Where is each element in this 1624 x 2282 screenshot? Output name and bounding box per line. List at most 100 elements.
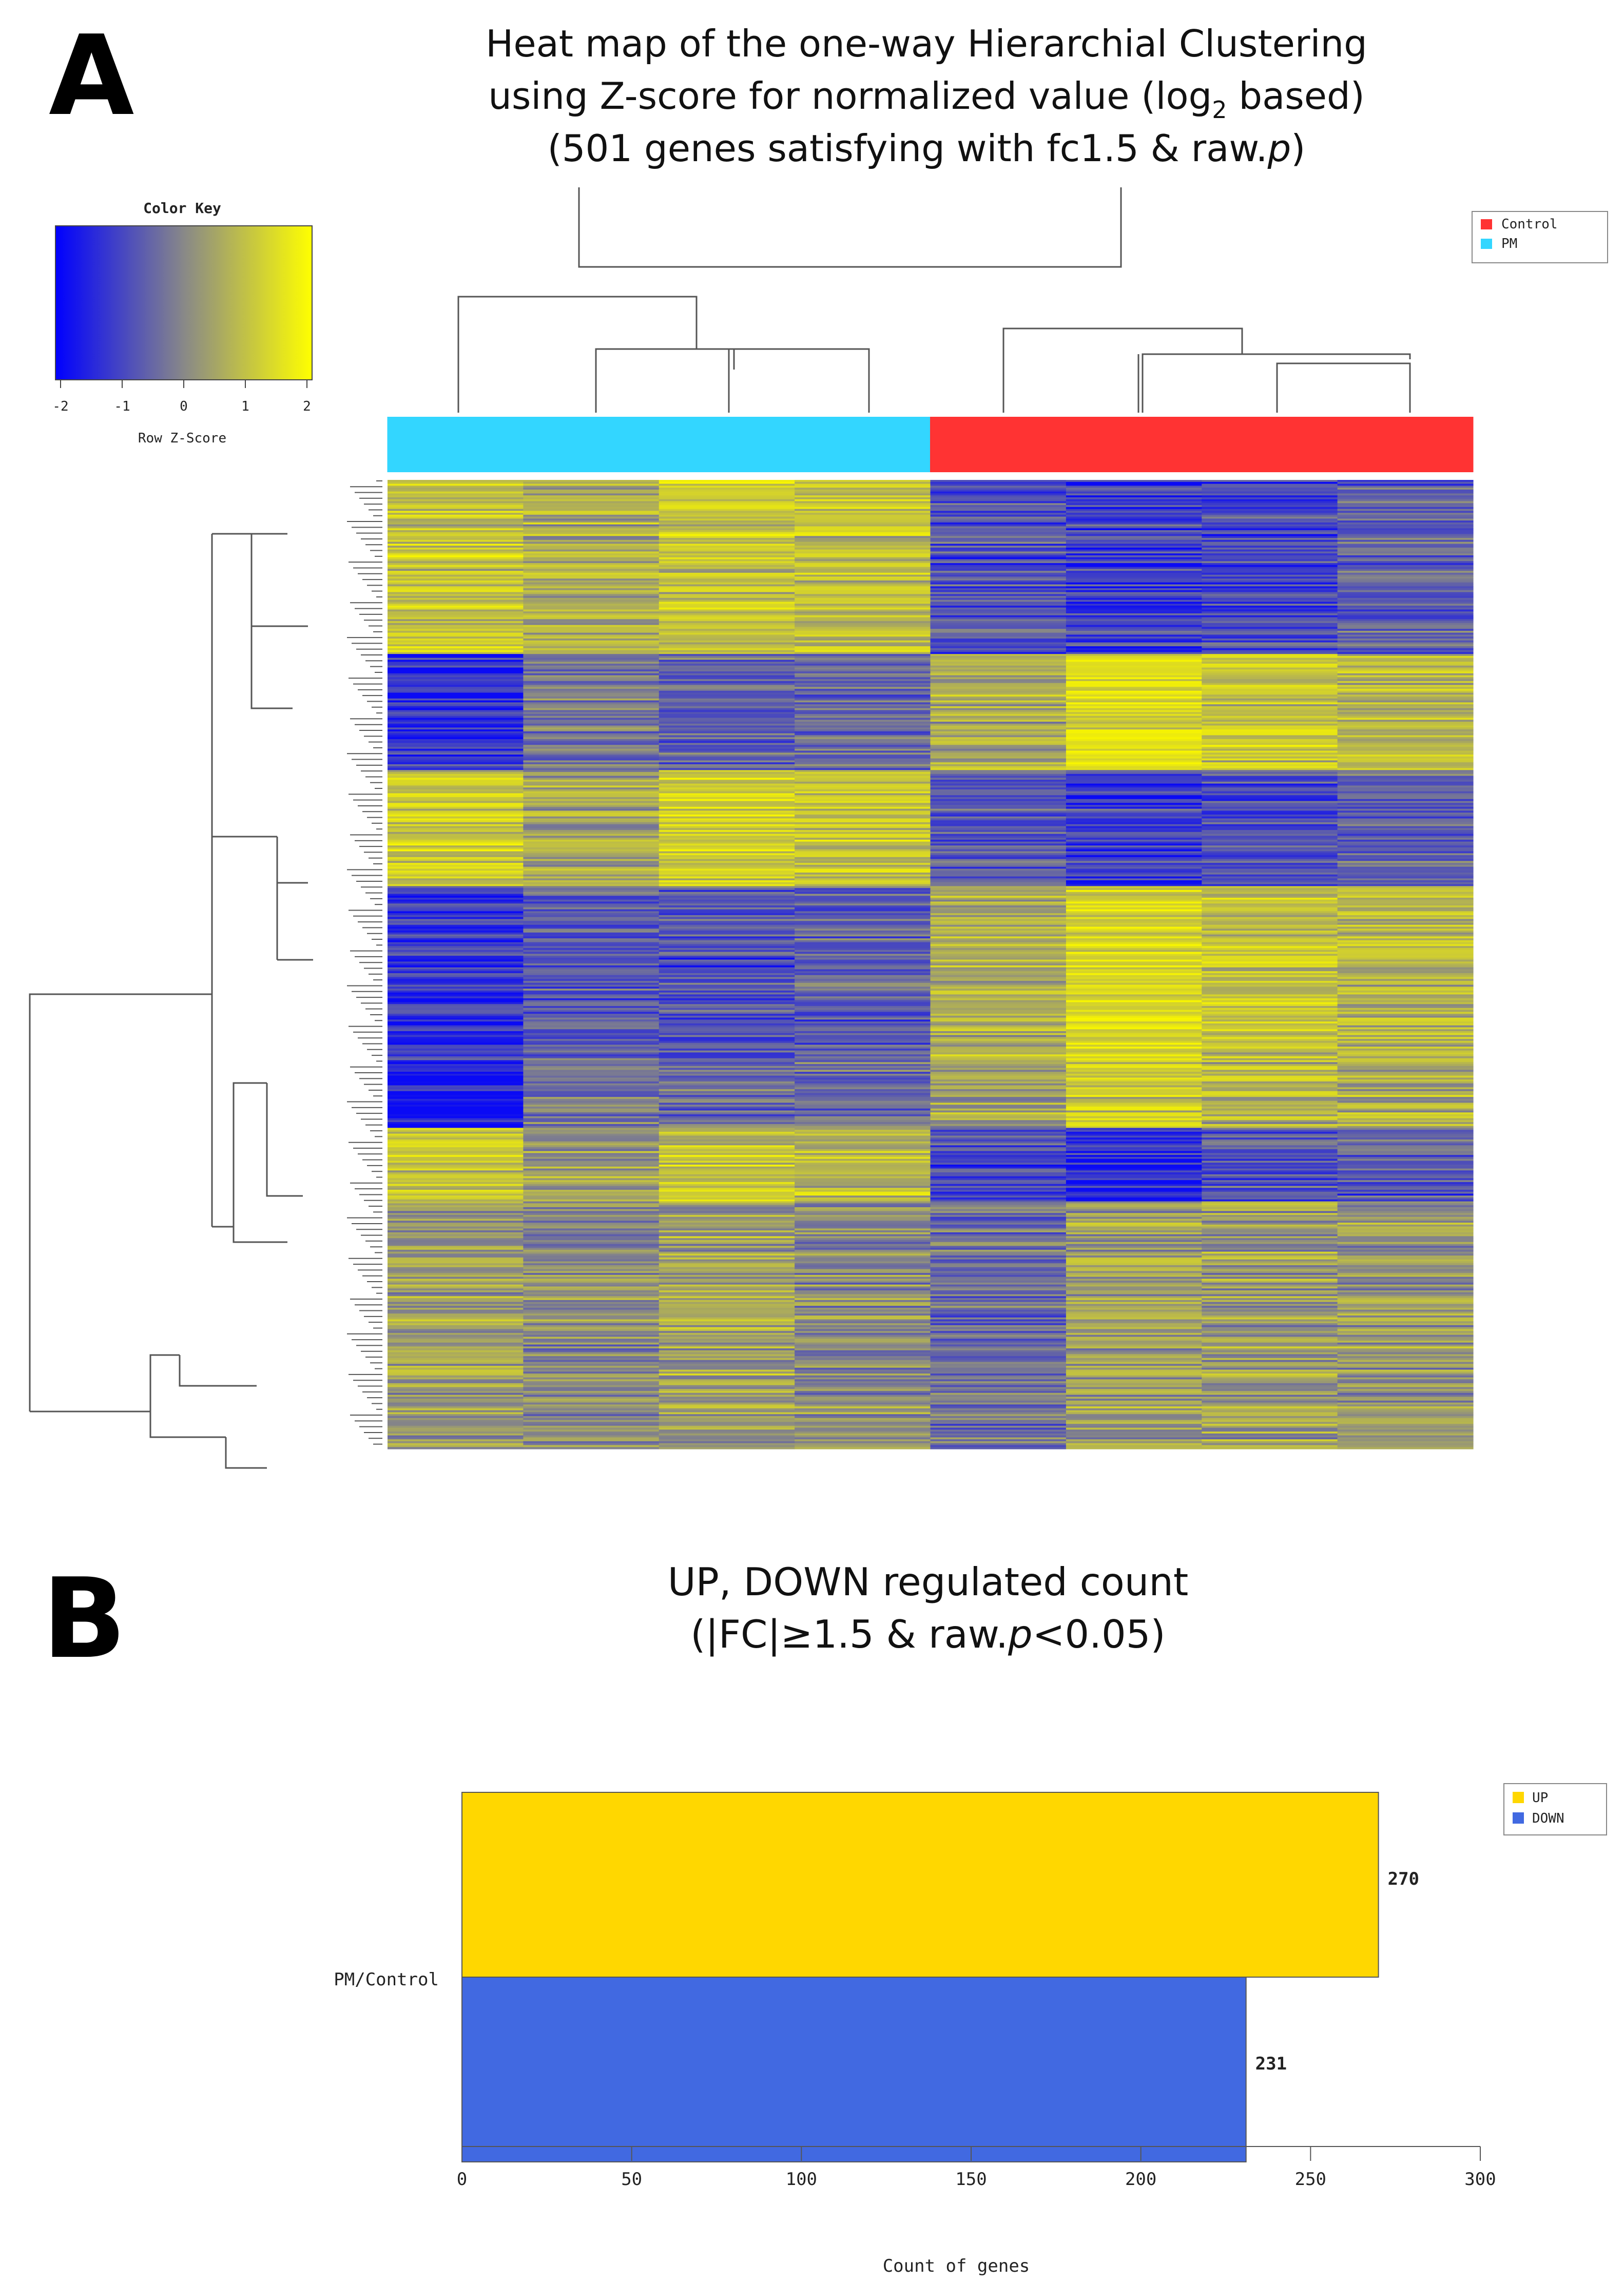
heatmap-cell — [795, 909, 931, 912]
heatmap-cell — [388, 488, 524, 490]
heatmap-cell — [1202, 801, 1338, 803]
heatmap-cell — [523, 1274, 660, 1278]
heatmap-cell — [1337, 513, 1474, 515]
heatmap-cell — [523, 1281, 660, 1283]
heatmap-cell — [659, 657, 795, 661]
heatmap-cell — [1337, 866, 1474, 869]
heatmap-cell — [659, 513, 795, 515]
heatmap-cell — [795, 530, 931, 533]
heatmap-cell — [930, 989, 1067, 991]
heatmap-cell — [1337, 572, 1474, 575]
heatmap-cell — [1337, 1040, 1474, 1043]
heatmap-cell — [795, 1371, 931, 1374]
heatmap-cell — [523, 793, 660, 796]
heatmap-cell — [1337, 499, 1474, 502]
heatmap-cell — [930, 1197, 1067, 1200]
heatmap-cell — [930, 723, 1067, 726]
heatmap-cell — [930, 764, 1067, 767]
heatmap-cell — [930, 565, 1067, 568]
heatmap-cell — [795, 913, 931, 916]
heatmap-cell — [659, 511, 795, 513]
heatmap-cell — [1337, 1172, 1474, 1175]
heatmap-cell — [659, 1188, 795, 1190]
heatmap-cell — [659, 1093, 795, 1095]
heatmap-cell — [388, 1147, 524, 1150]
heatmap-cell — [1337, 1155, 1474, 1157]
heatmap-cell — [659, 845, 795, 848]
heatmap-cell — [930, 963, 1067, 966]
heatmap-cell — [659, 946, 795, 949]
heatmap-cell — [1337, 1108, 1474, 1111]
heatmap-cell — [1202, 1364, 1338, 1366]
heatmap-cell — [1202, 688, 1338, 691]
heatmap-cell — [523, 787, 660, 790]
heatmap-cell — [1337, 1021, 1474, 1024]
heatmap-cell — [1337, 646, 1474, 649]
heatmap-cell — [1066, 1286, 1202, 1289]
heatmap-cell — [388, 1079, 524, 1082]
heatmap-cell — [388, 1100, 524, 1104]
heatmap-cell — [795, 872, 931, 875]
heatmap-cell — [795, 584, 931, 587]
heatmap-cell — [388, 857, 524, 860]
heatmap-cell — [659, 876, 795, 879]
heatmap-cell — [388, 513, 524, 515]
heatmap-cell — [1202, 542, 1338, 544]
heatmap-cell — [1066, 831, 1202, 835]
heatmap-cell — [795, 776, 931, 778]
heatmap-cell — [930, 907, 1067, 910]
heatmap-cell — [1202, 1105, 1338, 1107]
heatmap-cell — [1202, 1304, 1338, 1306]
heatmap-cell — [659, 665, 795, 668]
heatmap-cell — [659, 563, 795, 566]
heatmap-cell — [1202, 1045, 1338, 1047]
heatmap-cell — [388, 1422, 524, 1424]
heatmap-cell — [659, 1238, 795, 1241]
heatmap-cell — [1066, 826, 1202, 828]
heatmap-cell — [930, 1048, 1067, 1051]
heatmap-cell — [1337, 1439, 1474, 1442]
heatmap-cell — [659, 1201, 795, 1204]
heatmap-cell — [930, 984, 1067, 987]
heatmap-cell — [1066, 698, 1202, 701]
heatmap-cell — [795, 1375, 931, 1378]
heatmap-cell — [659, 828, 795, 830]
heatmap-cell — [659, 973, 795, 976]
heatmap-cell — [930, 1414, 1067, 1417]
heatmap-cell — [1202, 1412, 1338, 1415]
heatmap-cell — [1066, 1296, 1202, 1299]
heatmap-cell — [659, 1257, 795, 1260]
heatmap-cell — [795, 698, 931, 701]
heatmap-cell — [1337, 654, 1474, 656]
heatmap-cell — [1337, 785, 1474, 788]
heatmap-cell — [523, 1306, 660, 1308]
heatmap-cell — [1202, 795, 1338, 798]
heatmap-cell — [930, 1174, 1067, 1177]
heatmap-cell — [930, 1439, 1067, 1442]
heatmap-cell — [1202, 853, 1338, 856]
heatmap-cell — [1066, 1257, 1202, 1260]
heatmap-cell — [659, 901, 795, 904]
heatmap-cell — [795, 793, 931, 796]
heatmap-cell — [795, 896, 931, 898]
heatmap-cell — [1066, 1385, 1202, 1388]
heatmap-cell — [1202, 843, 1338, 846]
heatmap-cell — [930, 787, 1067, 790]
heatmap-cell — [523, 1118, 660, 1120]
heatmap-title-line3: (501 genes satisfying with fc1.5 & raw.p… — [548, 127, 1306, 170]
heatmap-cell — [795, 493, 931, 496]
heatmap-cell — [1202, 621, 1338, 624]
heatmap-cell — [388, 590, 524, 593]
heatmap-cell — [1202, 499, 1338, 502]
heatmap-cell — [659, 743, 795, 745]
heatmap-cell — [388, 1323, 524, 1326]
heatmap-cell — [1202, 766, 1338, 769]
heatmap-cell — [659, 1131, 795, 1134]
heatmap-cell — [388, 1306, 524, 1308]
heatmap-cell — [930, 845, 1067, 848]
heatmap-cell — [1066, 513, 1202, 515]
heatmap-cell — [1202, 1325, 1338, 1328]
heatmap-cell — [1337, 942, 1474, 945]
heatmap-cell — [388, 1433, 524, 1436]
heatmap-cell — [1066, 1091, 1202, 1094]
